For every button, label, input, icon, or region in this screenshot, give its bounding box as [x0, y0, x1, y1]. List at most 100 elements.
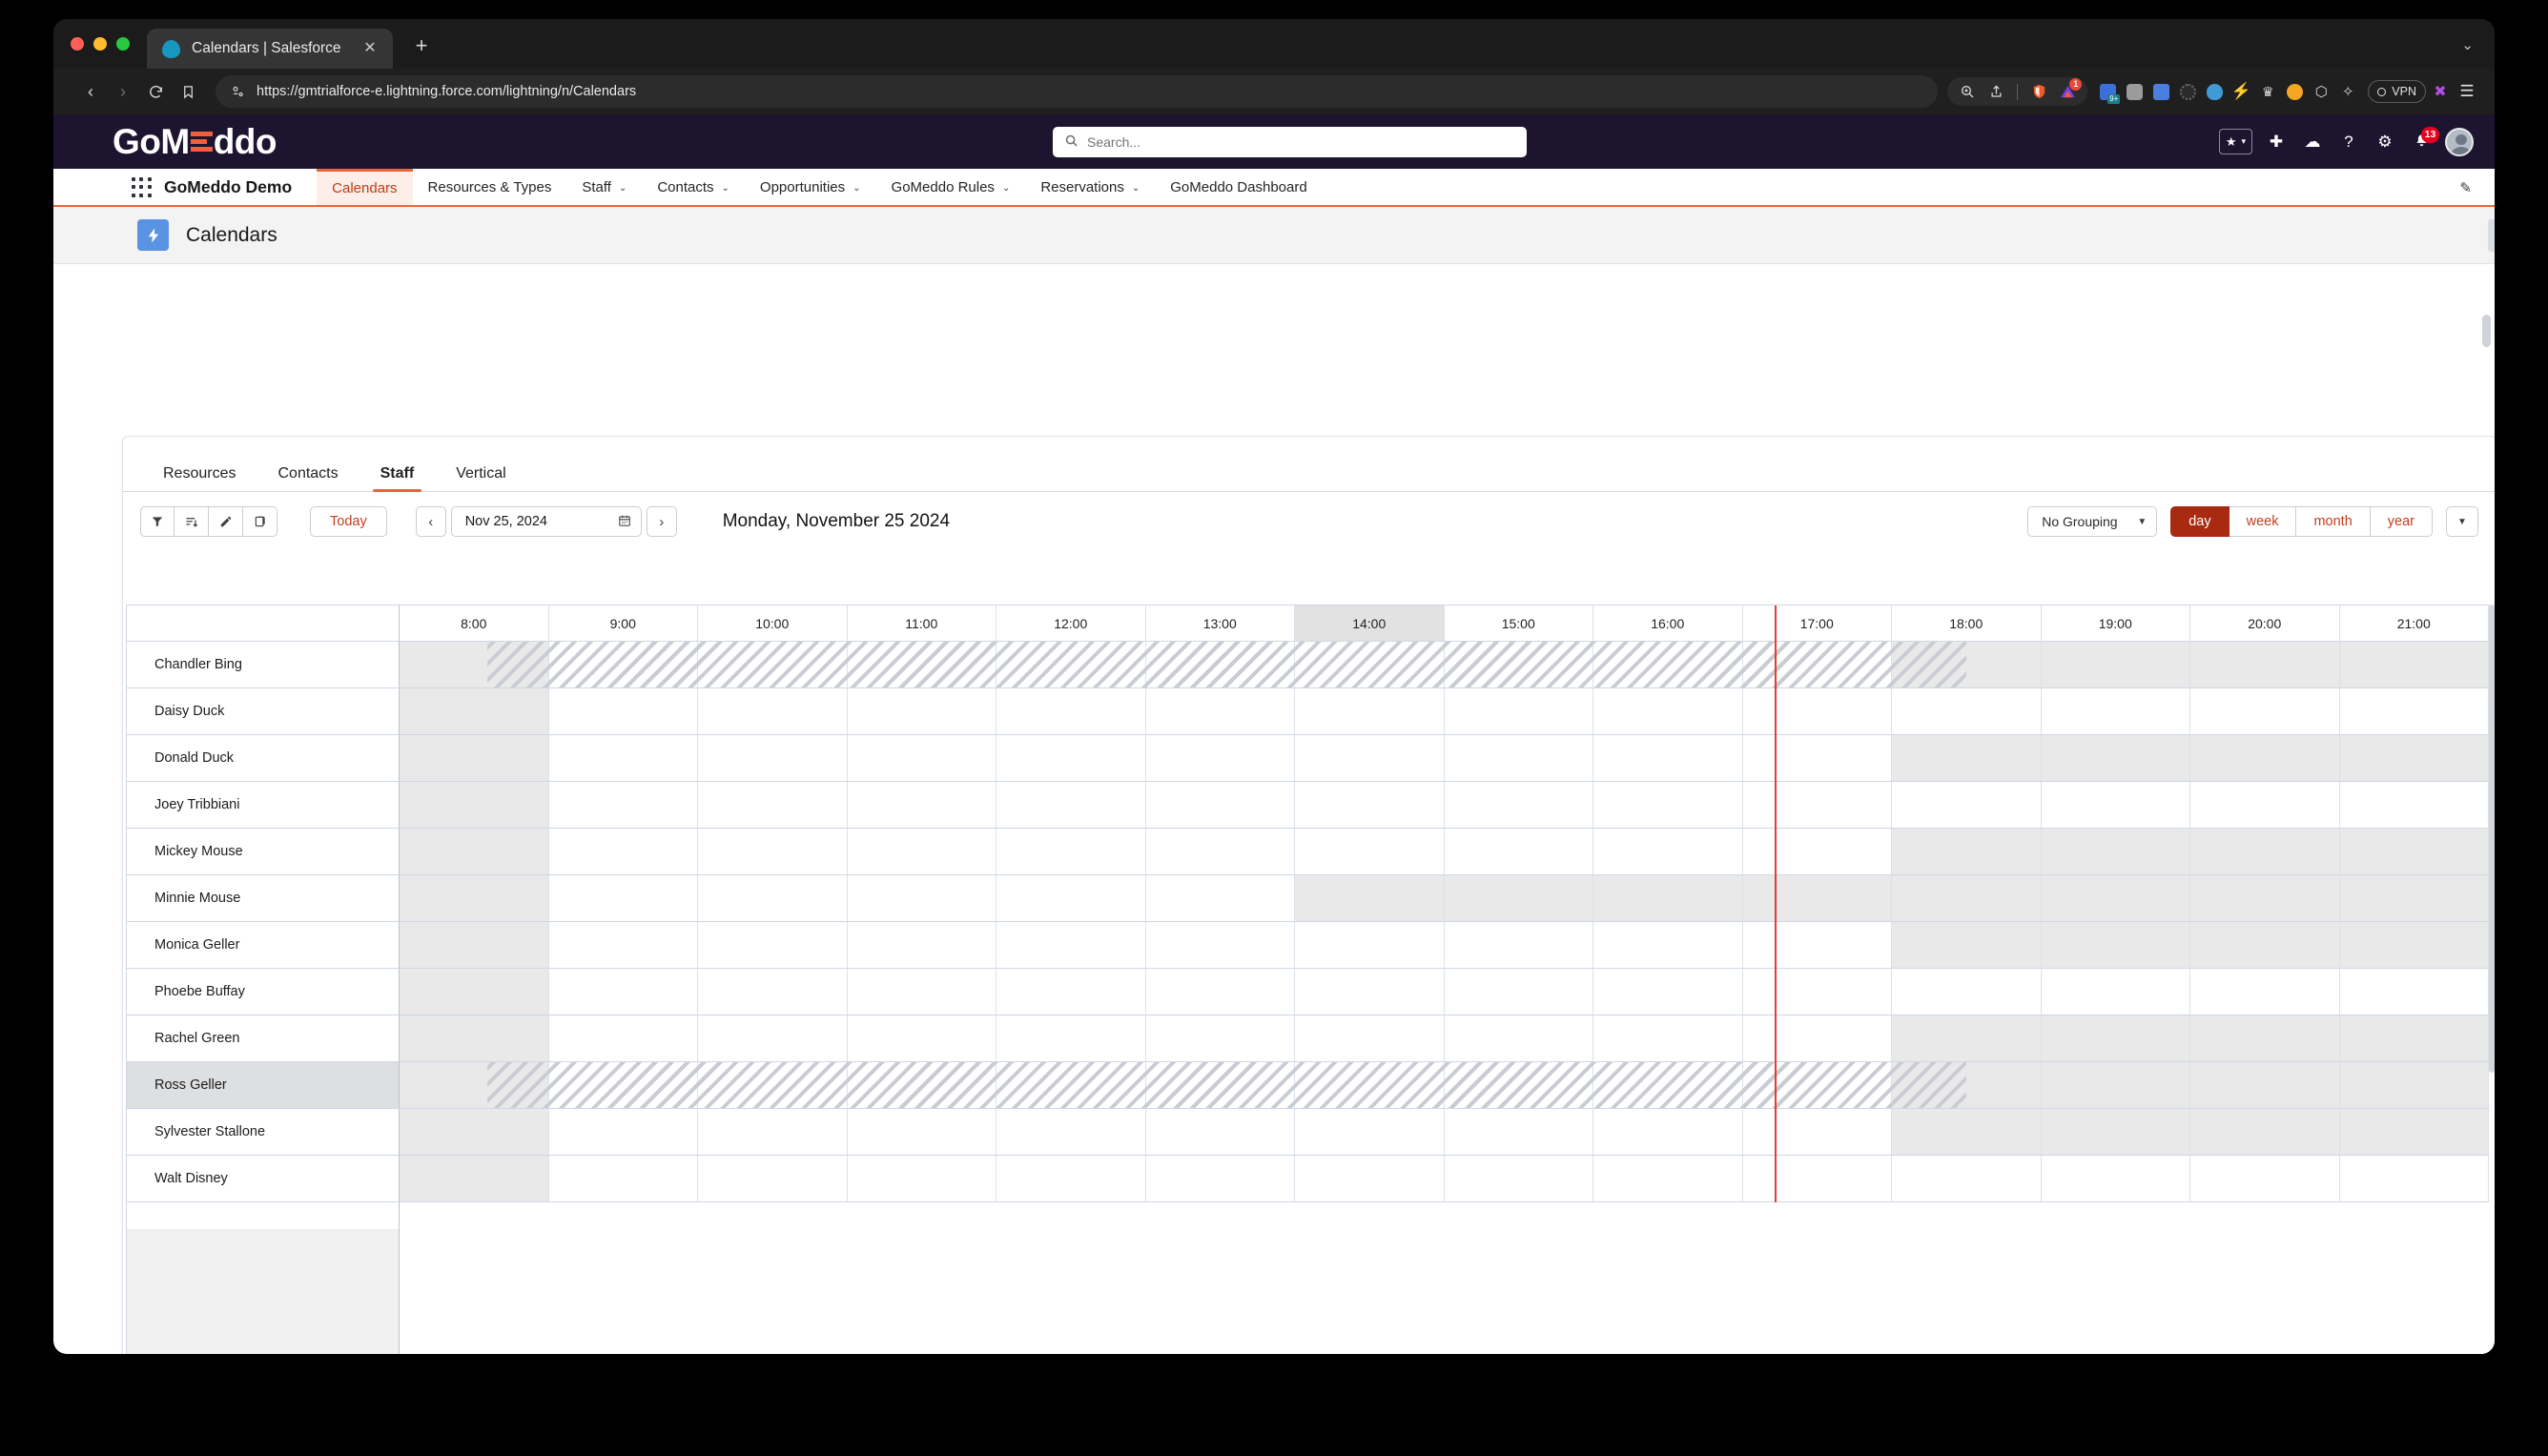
extension-clock-icon[interactable]: [2282, 79, 2307, 104]
time-slot[interactable]: [2190, 1156, 2340, 1201]
time-slot[interactable]: [2190, 875, 2340, 921]
nav-item-staff[interactable]: Staff ⌄: [566, 169, 642, 205]
time-slot[interactable]: [1444, 1015, 1593, 1061]
filter-icon[interactable]: [140, 506, 175, 537]
time-slot[interactable]: [400, 1015, 549, 1061]
time-slot[interactable]: [548, 875, 698, 921]
time-slot[interactable]: [1444, 782, 1593, 828]
nav-item-gomeddo-dashboard[interactable]: GoMeddo Dashboard: [1155, 169, 1322, 205]
time-slot[interactable]: [997, 829, 1146, 874]
extension-salesforce-icon[interactable]: [2202, 79, 2227, 104]
time-slot[interactable]: [2190, 642, 2340, 687]
time-slot[interactable]: [2190, 829, 2340, 874]
time-slot[interactable]: [548, 688, 698, 734]
gomeddo-logo[interactable]: GoM ddo: [113, 122, 277, 162]
new-tab-button[interactable]: +: [415, 33, 428, 57]
time-slot[interactable]: [1742, 1062, 1892, 1108]
extension-notes-icon[interactable]: 9+: [2095, 79, 2121, 104]
time-slot[interactable]: [847, 1062, 997, 1108]
time-slot[interactable]: [548, 922, 698, 968]
cloud-icon[interactable]: ☁: [2304, 132, 2321, 151]
time-slot[interactable]: [2339, 969, 2489, 1015]
time-slot[interactable]: [2041, 1109, 2190, 1155]
time-slot[interactable]: [2339, 688, 2489, 734]
time-slot[interactable]: [1444, 735, 1593, 781]
duplicate-icon[interactable]: [243, 506, 277, 537]
calendar-row[interactable]: Minnie Mouse: [127, 875, 2489, 922]
time-slot[interactable]: [1295, 782, 1445, 828]
time-slot[interactable]: [1742, 1156, 1892, 1201]
calendar-row[interactable]: Chandler Bing: [127, 642, 2489, 688]
time-slot[interactable]: [1444, 1156, 1593, 1201]
extension-x-icon[interactable]: ✖: [2434, 84, 2447, 100]
nav-item-opportunities[interactable]: Opportunities ⌄: [745, 169, 876, 205]
close-icon[interactable]: ✕: [363, 40, 377, 56]
time-slot[interactable]: [1892, 922, 2042, 968]
brave-shields-icon[interactable]: [2026, 79, 2051, 104]
time-slot[interactable]: [1593, 782, 1743, 828]
time-slot[interactable]: [1892, 1156, 2042, 1201]
time-slot[interactable]: [1145, 642, 1295, 687]
time-slot[interactable]: [2339, 782, 2489, 828]
calendar-row[interactable]: Mickey Mouse: [127, 829, 2489, 875]
time-slot[interactable]: [1892, 1015, 2042, 1061]
time-slot[interactable]: [1892, 875, 2042, 921]
time-slot[interactable]: [847, 642, 997, 687]
time-slot[interactable]: [2041, 1062, 2190, 1108]
time-slot[interactable]: [1145, 688, 1295, 734]
nav-item-resources-types[interactable]: Resources & Types: [413, 169, 567, 205]
time-slot[interactable]: [847, 1015, 997, 1061]
tab-staff[interactable]: Staff: [360, 465, 436, 492]
time-slot[interactable]: [1444, 969, 1593, 1015]
extension-camera-icon[interactable]: [2122, 79, 2147, 104]
app-name[interactable]: GoMeddo Demo: [164, 176, 293, 196]
chevron-down-icon[interactable]: ⌄: [2461, 37, 2474, 53]
time-slot[interactable]: [1892, 782, 2042, 828]
time-slot[interactable]: [847, 829, 997, 874]
time-slot[interactable]: [548, 642, 698, 687]
time-slot[interactable]: [1742, 922, 1892, 968]
calendar-row[interactable]: Walt Disney: [127, 1156, 2489, 1202]
time-slot[interactable]: [997, 1062, 1146, 1108]
view-month-button[interactable]: month: [2296, 506, 2371, 537]
time-slot[interactable]: [997, 642, 1146, 687]
gear-icon[interactable]: ⚙: [2377, 132, 2393, 151]
time-slot[interactable]: [847, 969, 997, 1015]
address-bar[interactable]: https://gmtrialforce-e.lightning.force.c…: [216, 75, 1939, 108]
staff-name-cell[interactable]: Ross Geller: [127, 1062, 400, 1109]
time-slot[interactable]: [1145, 1109, 1295, 1155]
time-slot[interactable]: [1892, 1062, 2042, 1108]
time-slot[interactable]: [1593, 969, 1743, 1015]
time-slot[interactable]: [400, 969, 549, 1015]
time-slot[interactable]: [1593, 642, 1743, 687]
staff-name-cell[interactable]: Mickey Mouse: [127, 829, 400, 875]
time-slot[interactable]: [698, 1015, 848, 1061]
time-slot[interactable]: [997, 735, 1146, 781]
help-icon[interactable]: ?: [2344, 132, 2353, 151]
time-slot[interactable]: [1742, 1015, 1892, 1061]
extension-crown-icon[interactable]: ♛: [2262, 83, 2274, 99]
time-slot[interactable]: [2190, 922, 2340, 968]
time-slot[interactable]: [847, 1156, 997, 1201]
time-slot[interactable]: [698, 875, 848, 921]
time-slot[interactable]: [847, 875, 997, 921]
time-slot[interactable]: [698, 642, 848, 687]
time-slot[interactable]: [1145, 1062, 1295, 1108]
date-input[interactable]: Nov 25, 2024: [450, 506, 642, 537]
app-launcher-icon[interactable]: [132, 177, 153, 198]
leo-ai-icon[interactable]: 1: [2055, 78, 2083, 104]
time-slot[interactable]: [997, 1109, 1146, 1155]
time-slot[interactable]: [1444, 1109, 1593, 1155]
previous-day-button[interactable]: ‹: [415, 506, 446, 537]
add-icon[interactable]: ✚: [2269, 132, 2284, 151]
time-slot[interactable]: [2041, 969, 2190, 1015]
site-permissions-icon[interactable]: [231, 85, 245, 99]
calendar-row[interactable]: Sylvester Stallone: [127, 1109, 2489, 1156]
next-day-button[interactable]: ›: [646, 506, 677, 537]
time-slot[interactable]: [2190, 735, 2340, 781]
time-slot[interactable]: [548, 1062, 698, 1108]
time-slot[interactable]: [698, 922, 848, 968]
staff-name-cell[interactable]: Daisy Duck: [127, 688, 400, 735]
favorites-button[interactable]: ★ ▾: [2218, 129, 2252, 154]
time-slot[interactable]: [1892, 1109, 2042, 1155]
